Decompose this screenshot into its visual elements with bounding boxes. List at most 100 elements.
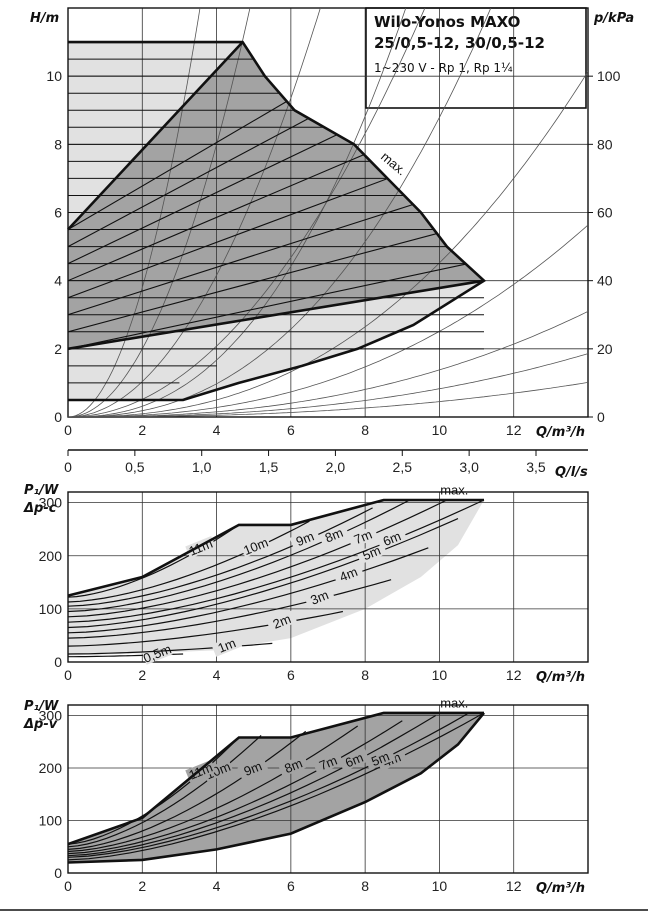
- head-dp-v-line: [68, 101, 287, 231]
- head-max-curve: [68, 40, 487, 402]
- flow-ls-tick-label: 2,0: [326, 459, 346, 475]
- power-c-xtick-label: 4: [213, 667, 221, 683]
- power-v-ylabel2: Δp-v: [23, 717, 58, 732]
- head-dp-c-lower-edge: [67, 279, 485, 351]
- power-c-xtick-label: 0: [64, 667, 72, 683]
- head-system-curve: [68, 8, 201, 417]
- head-dp-v-line: [68, 204, 413, 316]
- head-system-curve: [68, 311, 588, 417]
- power-c-ytick-label: 200: [39, 548, 63, 564]
- flow-ls-xlabel: Q/l/s: [555, 465, 588, 480]
- power-c-series-line-3m: [67, 579, 392, 639]
- power-c-series-label-bg: [240, 535, 272, 558]
- chart-subtitle: 25/0,5-12, 30/0,5-12: [374, 34, 545, 52]
- chart-spec: 1~230 V - Rp 1, Rp 1¼: [374, 61, 513, 75]
- power-c-ytick-label: 100: [39, 601, 63, 617]
- power-c-series-label-9m: 9m: [294, 528, 316, 549]
- power-c-max-envelope: [67, 498, 484, 597]
- power-v-ytick-label: 0: [54, 865, 62, 881]
- head-y2tick-label: 80: [597, 136, 613, 152]
- head-ylabel: H/m: [30, 11, 59, 26]
- power-c-series-line-5m: [67, 518, 459, 629]
- power-c-series-label-bg: [356, 541, 388, 565]
- power-c-series-line-2m: [67, 610, 344, 647]
- power-v-series-label-bg: [202, 759, 234, 782]
- head-y2tick-label: 0: [597, 409, 605, 425]
- power-v-ylabel: P₁/W: [24, 699, 59, 714]
- power-v-xtick-label: 6: [287, 878, 295, 894]
- head-dp-v-line: [68, 154, 364, 282]
- power-c-xlabel: Q/m³/h: [536, 670, 585, 685]
- power-c-series-label-3m: 3m: [308, 587, 330, 608]
- power-v-series-line-9m: [67, 730, 307, 850]
- head-ytick-label: 0: [54, 409, 62, 425]
- head-setpoint-lines: [68, 41, 484, 401]
- power-v-xtick-label: 12: [506, 878, 522, 894]
- power-c-series-label-bg: [347, 525, 379, 549]
- power-c-series-line-9m: [67, 507, 373, 607]
- power-c-series-line-10m: [67, 520, 310, 603]
- power-c-operating-field: [68, 500, 484, 656]
- power-v-series-label-9m: 9m: [242, 758, 264, 779]
- head-xtick-label: 8: [361, 422, 369, 438]
- power-c-xtick-label: 10: [432, 667, 448, 683]
- head-system-curve: [68, 8, 492, 417]
- power-v-series-label-bg: [364, 747, 396, 771]
- power-c-xtick-label: 6: [287, 667, 295, 683]
- head-xtick-label: 2: [138, 422, 146, 438]
- head-y2tick-label: 40: [597, 273, 613, 289]
- head-xtick-label: 0: [64, 422, 72, 438]
- head-dp-v-line: [68, 233, 437, 333]
- power-c-xtick-label: 8: [361, 667, 369, 683]
- head-xlabel: Q/m³/h: [536, 425, 585, 440]
- power-v-operating-field: [68, 712, 484, 863]
- flow-ls-tick-label: 2,5: [393, 459, 413, 475]
- flow-ls-tick-label: 3,5: [526, 459, 546, 475]
- power-c-series-label-2m: 2m: [271, 611, 293, 632]
- power-c-series-label-5m: 5m: [360, 543, 382, 564]
- power-c-series-label-bg: [333, 563, 364, 586]
- power-v-series-label-bg: [237, 757, 269, 780]
- head-ytick-label: 10: [46, 68, 62, 84]
- head-ytick-label: 2: [54, 341, 62, 357]
- head-xtick-label: 6: [287, 422, 295, 438]
- power-v-series-label-8m: 8m: [282, 755, 304, 776]
- power-v-min-envelope: [67, 712, 486, 864]
- power-c-ylabel2: Δp-c: [23, 501, 57, 516]
- power-c-series-label-bg: [318, 523, 350, 547]
- power-c-xtick-label: 12: [506, 667, 522, 683]
- head-system-curve: [68, 8, 251, 417]
- power-v-xtick-label: 2: [138, 878, 146, 894]
- power-v-series-label-bg: [312, 751, 344, 775]
- head-y2label: p/kPa: [593, 11, 634, 26]
- power-v-xtick-label: 10: [432, 878, 448, 894]
- power-c-xtick-label: 2: [138, 667, 146, 683]
- head-y2tick-label: 100: [597, 68, 621, 84]
- power-v-xlabel: Q/m³/h: [536, 881, 585, 896]
- power-v-xtick-label: 8: [361, 878, 369, 894]
- flow-ls-tick-label: 1,0: [192, 459, 212, 475]
- power-v-series-label-5m: 5m: [369, 749, 391, 770]
- power-c-series-label-1m: 1m: [216, 635, 238, 656]
- power-v-series-line-6m: [67, 714, 437, 857]
- power-c-ylabel: P₁/W: [24, 483, 59, 498]
- power-v-ytick-label: 300: [39, 708, 63, 724]
- power-c-series-line-7m: [67, 499, 448, 618]
- head-y2tick-label: 20: [597, 341, 613, 357]
- head-ytick-label: 6: [54, 205, 62, 221]
- power-c-ytick-label: 300: [39, 495, 63, 511]
- head-dp-v-line: [68, 117, 309, 248]
- power-c-series-label-bg: [376, 527, 408, 550]
- power-c-series-line-4m: [67, 547, 429, 634]
- power-v-xtick-label: 0: [64, 878, 72, 894]
- flow-ls-tick-label: 0: [64, 459, 72, 475]
- head-xtick-label: 4: [213, 422, 221, 438]
- power-c-series-label-7m: 7m: [352, 527, 374, 548]
- head-xtick-label: 12: [506, 422, 522, 438]
- head-dp-c-upper-edge: [67, 41, 244, 231]
- power-c-series-line-6m: [67, 499, 485, 623]
- head-system-curve: [68, 8, 407, 417]
- head-dp-v-line: [68, 134, 338, 265]
- head-xtick-label: 10: [432, 422, 448, 438]
